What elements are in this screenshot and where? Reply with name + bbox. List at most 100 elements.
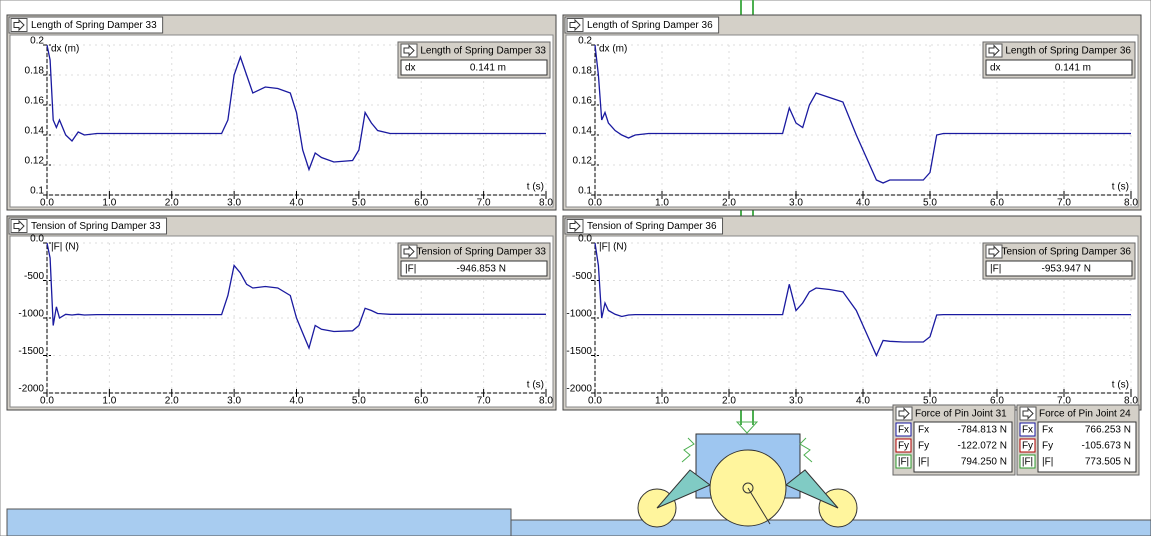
force-value: -105.673 N	[1082, 441, 1131, 452]
meter-label: |F|	[405, 264, 416, 275]
toggle-button-label: Fx	[898, 425, 909, 436]
x-tick-label: 0.0	[588, 396, 602, 407]
y-tick-label: 0.2	[30, 36, 44, 47]
x-tick-label: 5.0	[352, 198, 366, 209]
x-tick-label: 2.0	[165, 198, 179, 209]
meter-title: Tension of Spring Damper 36	[1001, 247, 1131, 258]
x-axis-label: t (s)	[1112, 182, 1129, 193]
y-tick-label: -500	[24, 271, 44, 282]
meter-title: Length of Spring Damper 33	[420, 46, 546, 57]
x-tick-label: 0.0	[40, 198, 54, 209]
y-tick-label: 0.14	[25, 126, 45, 137]
meter-title: Length of Spring Damper 36	[1005, 46, 1131, 57]
force-meter-title: Force of Pin Joint 31	[915, 409, 1007, 420]
x-tick-label: 0.0	[588, 198, 602, 209]
y-tick-label: 0.18	[25, 66, 45, 77]
y-axis-label: dx (m)	[51, 44, 79, 55]
toggle-button-label: Fy	[1022, 441, 1033, 452]
x-tick-label: 4.0	[290, 198, 304, 209]
y-tick-label: -1000	[566, 309, 592, 320]
x-tick-label: 4.0	[856, 198, 870, 209]
x-tick-label: 2.0	[165, 396, 179, 407]
meter-title: Tension of Spring Damper 33	[416, 247, 546, 258]
y-tick-label: -2000	[566, 384, 592, 395]
workspace: Length of Spring Damper 33 0.1 0.12 0.14 0.1…	[0, 0, 1151, 536]
x-tick-label: 8.0	[1124, 198, 1138, 209]
y-axis-label: |F| (N)	[599, 242, 627, 253]
x-tick-label: 6.0	[414, 396, 428, 407]
x-tick-label: 1.0	[655, 198, 669, 209]
window-title: Length of Spring Damper 36	[587, 20, 713, 31]
x-tick-label: 4.0	[290, 396, 304, 407]
y-tick-label: 0.16	[573, 96, 593, 107]
y-tick-label: 0.0	[30, 234, 44, 245]
force-label: Fy	[1042, 441, 1053, 452]
y-tick-label: 0.12	[573, 156, 593, 167]
meter-label: |F|	[990, 264, 1001, 275]
x-tick-label: 5.0	[352, 396, 366, 407]
x-tick-label: 6.0	[990, 198, 1004, 209]
window-title: Tension of Spring Damper 36	[587, 221, 717, 232]
y-tick-label: -500	[572, 271, 592, 282]
force-label: Fx	[918, 425, 929, 436]
y-axis-label: dx (m)	[599, 44, 627, 55]
x-tick-label: 1.0	[102, 198, 116, 209]
y-axis-label: |F| (N)	[51, 242, 79, 253]
x-tick-label: 2.0	[722, 198, 736, 209]
force-meter-title: Force of Pin Joint 24	[1039, 409, 1131, 420]
x-tick-label: 6.0	[414, 198, 428, 209]
x-tick-label: 7.0	[1057, 198, 1071, 209]
force-value: 794.250 N	[961, 457, 1007, 468]
y-tick-label: 0.14	[573, 126, 593, 137]
x-tick-label: 3.0	[789, 198, 803, 209]
force-value: -784.813 N	[958, 425, 1007, 436]
y-tick-label: 0.16	[25, 96, 45, 107]
x-axis-label: t (s)	[527, 182, 544, 193]
meter-value: 0.141 m	[1055, 63, 1091, 74]
meter-value: 0.141 m	[470, 63, 506, 74]
ground-left	[7, 509, 511, 536]
x-axis-label: t (s)	[527, 380, 544, 391]
y-tick-label: 0.12	[25, 156, 45, 167]
toggle-button-label: |F|	[1022, 457, 1033, 468]
window-title: Tension of Spring Damper 33	[31, 221, 161, 232]
y-tick-label: 0.0	[578, 234, 592, 245]
force-label: Fx	[1042, 425, 1053, 436]
x-tick-label: 0.0	[40, 396, 54, 407]
y-tick-label: 0.2	[578, 36, 592, 47]
force-label: |F|	[918, 457, 929, 468]
force-value: 766.253 N	[1085, 425, 1131, 436]
meter-value: -946.853 N	[457, 264, 506, 275]
x-tick-label: 1.0	[655, 396, 669, 407]
y-tick-label: 0.18	[573, 66, 593, 77]
x-tick-label: 3.0	[227, 198, 241, 209]
force-label: |F|	[1042, 457, 1053, 468]
x-tick-label: 4.0	[856, 396, 870, 407]
toggle-button-label: Fy	[898, 441, 909, 452]
y-tick-label: -1000	[18, 309, 44, 320]
x-tick-label: 8.0	[539, 396, 553, 407]
x-tick-label: 3.0	[789, 396, 803, 407]
force-value: 773.505 N	[1085, 457, 1131, 468]
y-tick-label: -1500	[566, 346, 592, 357]
x-tick-label: 3.0	[227, 396, 241, 407]
force-label: Fy	[918, 441, 929, 452]
meter-label: dx	[405, 63, 416, 74]
toggle-button-label: |F|	[898, 457, 909, 468]
x-tick-label: 5.0	[923, 198, 937, 209]
y-tick-label: -1500	[18, 346, 44, 357]
meter-label: dx	[990, 63, 1001, 74]
x-tick-label: 7.0	[477, 396, 491, 407]
window-title: Length of Spring Damper 33	[31, 20, 157, 31]
x-tick-label: 1.0	[102, 396, 116, 407]
x-tick-label: 7.0	[477, 198, 491, 209]
toggle-button-label: Fx	[1022, 425, 1033, 436]
x-axis-label: t (s)	[1112, 380, 1129, 391]
y-tick-label: 0.1	[578, 186, 592, 197]
force-value: -122.072 N	[958, 441, 1007, 452]
y-tick-label: 0.1	[30, 186, 44, 197]
meter-value: -953.947 N	[1042, 264, 1091, 275]
y-tick-label: -2000	[18, 384, 44, 395]
x-tick-label: 2.0	[722, 396, 736, 407]
x-tick-label: 8.0	[539, 198, 553, 209]
